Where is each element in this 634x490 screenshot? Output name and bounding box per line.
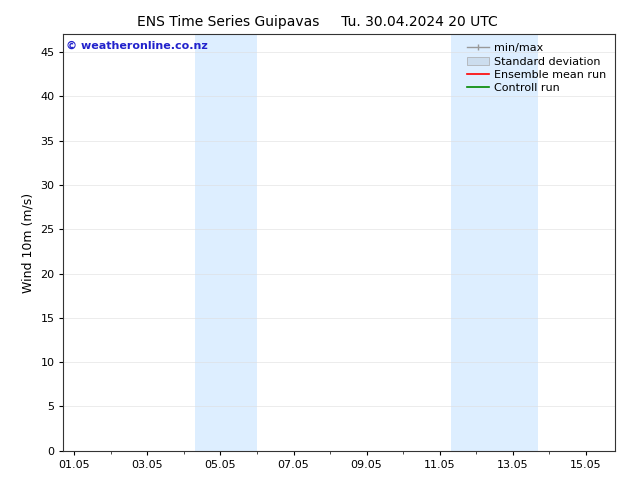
Bar xyxy=(451,34,538,451)
Text: ENS Time Series Guipavas     Tu. 30.04.2024 20 UTC: ENS Time Series Guipavas Tu. 30.04.2024 … xyxy=(136,15,498,29)
Legend: min/max, Standard deviation, Ensemble mean run, Controll run: min/max, Standard deviation, Ensemble me… xyxy=(464,40,609,97)
Bar xyxy=(195,34,257,451)
Y-axis label: Wind 10m (m/s): Wind 10m (m/s) xyxy=(22,193,35,293)
Text: © weatheronline.co.nz: © weatheronline.co.nz xyxy=(66,41,208,50)
